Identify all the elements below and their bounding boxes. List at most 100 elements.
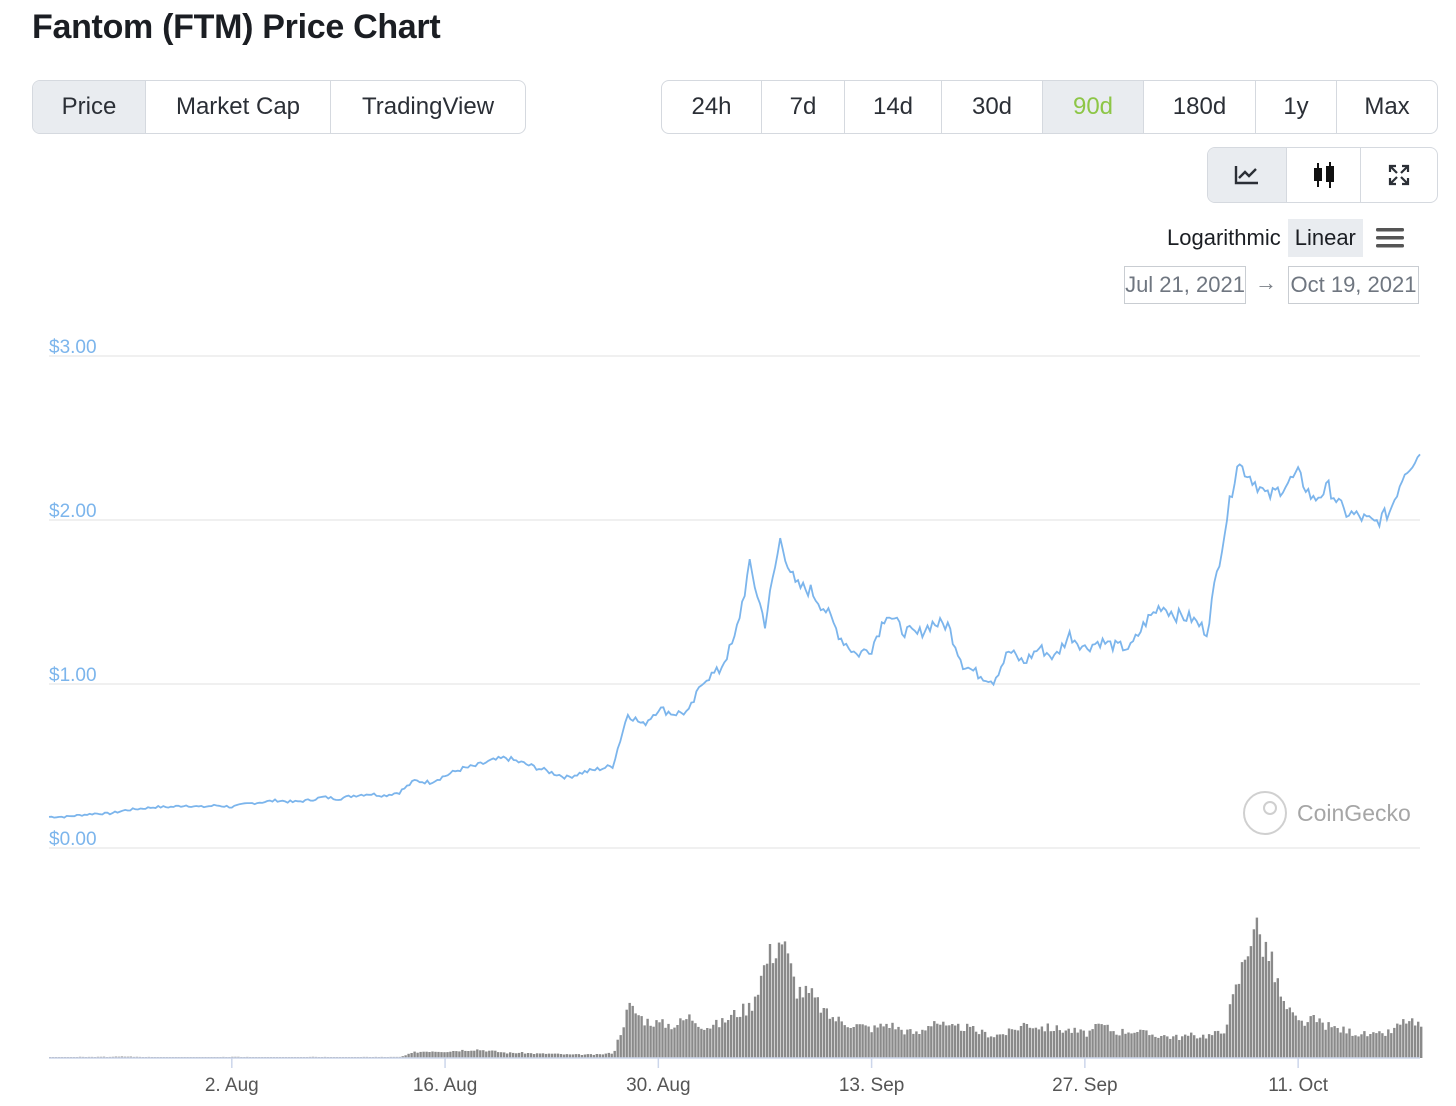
- volume-bar: [1303, 1025, 1306, 1058]
- scale-logarithmic[interactable]: Logarithmic: [1167, 225, 1281, 250]
- volume-bar: [410, 1053, 413, 1058]
- volume-bar: [972, 1026, 975, 1058]
- volume-bar: [1384, 1035, 1387, 1058]
- volume-bar: [422, 1051, 425, 1058]
- range-180d[interactable]: 180d: [1144, 81, 1256, 133]
- view-tabs: Price Market Cap TradingView: [32, 80, 526, 134]
- volume-bar: [1276, 978, 1279, 1058]
- range-1y[interactable]: 1y: [1256, 81, 1337, 133]
- volume-bar: [1166, 1036, 1169, 1058]
- volume-bar: [1082, 1030, 1085, 1058]
- volume-bar: [879, 1023, 882, 1058]
- volume-bar: [1004, 1035, 1008, 1058]
- volume-bar: [957, 1023, 960, 1058]
- volume-bar: [431, 1051, 434, 1058]
- volume-bar: [1312, 1015, 1315, 1058]
- grid-lines: [49, 355, 1420, 849]
- coingecko-eye-icon: [1263, 801, 1277, 815]
- date-to-input[interactable]: Oct 19, 2021: [1288, 266, 1419, 304]
- volume-bar: [476, 1049, 479, 1058]
- volume-bar: [619, 1035, 622, 1058]
- volume-bar: [1115, 1034, 1118, 1058]
- volume-bar: [401, 1056, 404, 1058]
- menu-icon[interactable]: [1375, 226, 1405, 250]
- page-title: Fantom (FTM) Price Chart: [32, 8, 441, 46]
- volume-bar: [933, 1021, 936, 1058]
- volume-bar: [936, 1023, 939, 1058]
- volume-bar: [974, 1031, 978, 1058]
- range-7d[interactable]: 7d: [762, 81, 845, 133]
- volume-bar: [1145, 1030, 1148, 1058]
- volume-bar: [954, 1025, 957, 1058]
- volume-bar: [1064, 1030, 1067, 1058]
- volume-bar: [679, 1018, 682, 1058]
- volume-bar: [1010, 1029, 1014, 1058]
- volume-bar: [852, 1027, 855, 1058]
- volume-bar: [780, 944, 784, 1058]
- volume-bar: [1234, 984, 1238, 1058]
- volume-bar: [649, 1025, 652, 1058]
- volume-bar: [1094, 1024, 1097, 1058]
- volume-bar: [688, 1014, 691, 1058]
- volume-bar: [1204, 1038, 1208, 1058]
- volume-bar: [541, 1053, 545, 1058]
- volume-bar: [652, 1026, 655, 1058]
- tab-tradingview[interactable]: TradingView: [361, 93, 495, 120]
- volume-bar: [1330, 1027, 1333, 1058]
- volume-bar: [461, 1049, 464, 1058]
- volume-bar: [1178, 1040, 1181, 1058]
- tab-price[interactable]: Price: [33, 81, 146, 133]
- volume-bar: [1118, 1035, 1121, 1058]
- x-tick-label: 27. Sep: [1052, 1075, 1118, 1096]
- volume-bar: [858, 1024, 861, 1058]
- volume-bar: [1243, 959, 1247, 1058]
- volume-bar: [479, 1050, 482, 1058]
- candlestick-icon: [1313, 162, 1334, 188]
- volume-bar: [473, 1050, 476, 1058]
- volume-bar: [986, 1037, 990, 1058]
- volume-bar: [1393, 1027, 1396, 1058]
- volume-bar: [407, 1053, 410, 1058]
- volume-bar: [1190, 1032, 1193, 1058]
- volume-bar: [1133, 1032, 1136, 1058]
- volume-bar: [538, 1053, 542, 1058]
- volume-bar: [1399, 1024, 1402, 1058]
- y-tick-label: $0.00: [49, 829, 97, 850]
- volume-bar: [816, 997, 819, 1058]
- volume-bar: [876, 1027, 879, 1058]
- volume-bar: [1267, 961, 1271, 1058]
- range-90d[interactable]: 90d: [1043, 81, 1144, 133]
- volume-bar: [789, 963, 793, 1058]
- volume-bar: [1055, 1025, 1058, 1058]
- volume-bar: [1390, 1033, 1393, 1058]
- tab-market-cap[interactable]: Market Cap: [146, 81, 331, 133]
- candlestick-button[interactable]: [1287, 148, 1361, 202]
- volume-bar: [1160, 1036, 1163, 1058]
- range-14d[interactable]: 14d: [845, 81, 942, 133]
- range-max[interactable]: Max: [1364, 93, 1410, 120]
- volume-bar: [966, 1023, 969, 1058]
- volume-bar: [485, 1051, 488, 1058]
- range-30d[interactable]: 30d: [942, 81, 1043, 133]
- volume-bar: [544, 1053, 548, 1058]
- volume-bar: [682, 1020, 685, 1058]
- x-tick-label: 11. Oct: [1268, 1075, 1329, 1096]
- range-24h[interactable]: 24h: [662, 81, 762, 133]
- volume-bar: [727, 1020, 730, 1058]
- volume-bar: [1213, 1031, 1217, 1058]
- line-chart-button[interactable]: [1208, 148, 1287, 202]
- volume-bar: [1417, 1021, 1420, 1058]
- fullscreen-button[interactable]: [1361, 148, 1437, 202]
- coingecko-watermark: CoinGecko: [1243, 791, 1411, 835]
- volume-bar: [924, 1030, 927, 1058]
- date-from-input[interactable]: Jul 21, 2021: [1124, 266, 1246, 304]
- volume-bar: [1061, 1032, 1064, 1058]
- scale-switch: Logarithmic Linear: [1160, 218, 1430, 258]
- volume-bar: [786, 953, 790, 1058]
- scale-linear[interactable]: Linear: [1287, 219, 1363, 257]
- volume-bar: [1402, 1019, 1405, 1058]
- volume-bar: [559, 1054, 563, 1058]
- volume-bar: [951, 1024, 954, 1058]
- volume-bar: [1327, 1022, 1330, 1058]
- volume-bar: [1315, 1022, 1318, 1058]
